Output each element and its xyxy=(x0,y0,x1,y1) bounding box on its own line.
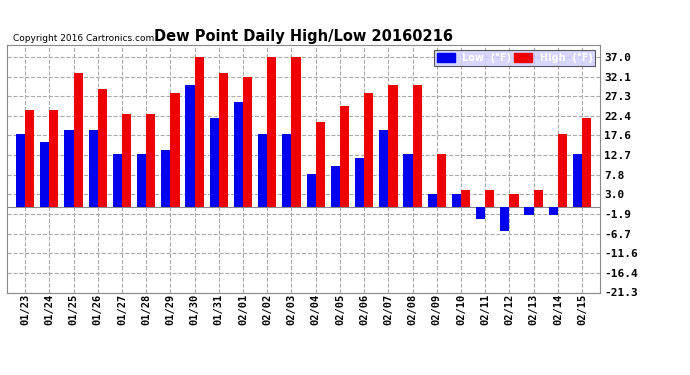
Bar xyxy=(331,166,340,207)
Bar xyxy=(74,73,83,207)
Bar xyxy=(306,174,316,207)
Bar xyxy=(258,134,267,207)
Bar xyxy=(210,118,219,207)
Bar xyxy=(234,102,243,207)
Bar xyxy=(340,106,349,207)
Bar xyxy=(582,118,591,207)
Bar xyxy=(461,190,471,207)
Bar xyxy=(364,93,373,207)
Bar xyxy=(112,154,122,207)
Bar xyxy=(88,130,98,207)
Bar xyxy=(355,158,364,207)
Bar xyxy=(558,134,567,207)
Bar xyxy=(509,194,519,207)
Bar xyxy=(25,110,34,207)
Bar xyxy=(40,142,49,207)
Bar xyxy=(316,122,325,207)
Bar xyxy=(16,134,25,207)
Bar xyxy=(186,86,195,207)
Title: Dew Point Daily High/Low 20160216: Dew Point Daily High/Low 20160216 xyxy=(154,29,453,44)
Bar xyxy=(524,207,533,214)
Bar xyxy=(219,73,228,207)
Legend: Low  (°F), High  (°F): Low (°F), High (°F) xyxy=(434,50,595,66)
Bar xyxy=(452,194,461,207)
Bar xyxy=(98,89,107,207)
Bar xyxy=(291,57,301,207)
Text: Copyright 2016 Cartronics.com: Copyright 2016 Cartronics.com xyxy=(13,33,154,42)
Bar xyxy=(476,207,485,219)
Bar xyxy=(267,57,277,207)
Bar xyxy=(388,86,397,207)
Bar xyxy=(437,154,446,207)
Bar xyxy=(428,194,437,207)
Bar xyxy=(122,114,131,207)
Bar xyxy=(500,207,509,231)
Bar xyxy=(485,190,495,207)
Bar xyxy=(533,190,543,207)
Bar xyxy=(404,154,413,207)
Bar xyxy=(282,134,291,207)
Bar xyxy=(161,150,170,207)
Bar xyxy=(380,130,388,207)
Bar xyxy=(413,86,422,207)
Bar xyxy=(195,57,204,207)
Bar xyxy=(170,93,179,207)
Bar xyxy=(243,77,253,207)
Bar xyxy=(137,154,146,207)
Bar xyxy=(146,114,155,207)
Bar xyxy=(64,130,74,207)
Bar xyxy=(49,110,59,207)
Bar xyxy=(573,154,582,207)
Bar xyxy=(549,207,558,214)
